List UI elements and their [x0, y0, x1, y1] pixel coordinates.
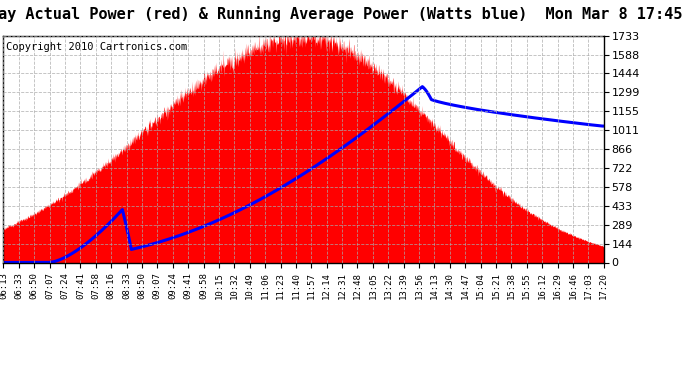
Text: West Array Actual Power (red) & Running Average Power (Watts blue)  Mon Mar 8 17: West Array Actual Power (red) & Running … [0, 6, 682, 22]
Text: Copyright 2010 Cartronics.com: Copyright 2010 Cartronics.com [6, 42, 188, 52]
